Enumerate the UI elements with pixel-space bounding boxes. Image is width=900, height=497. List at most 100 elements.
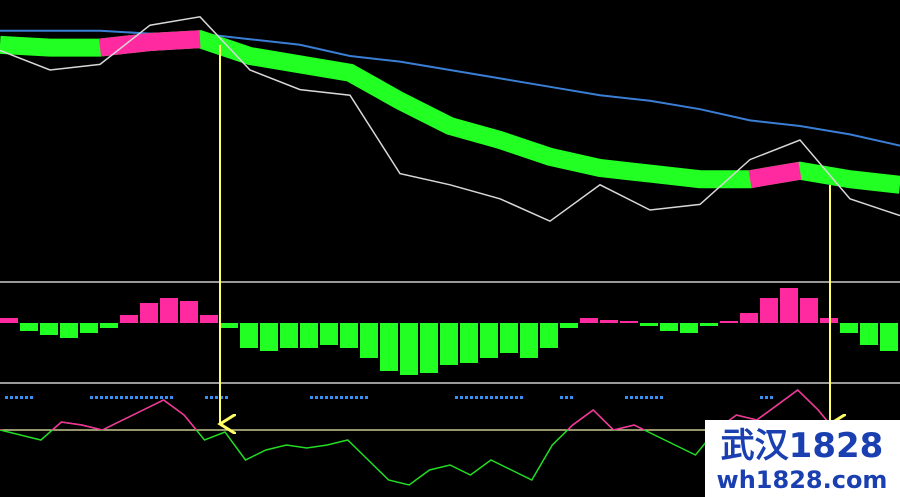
signal-dot (95, 396, 98, 399)
signal-dot (170, 396, 173, 399)
signal-dot (630, 396, 633, 399)
signal-dot (335, 396, 338, 399)
signal-dot (480, 396, 483, 399)
histogram-bar (700, 323, 718, 326)
histogram-bar (180, 301, 198, 323)
histogram-bar (760, 298, 778, 323)
histogram-bar (840, 323, 858, 333)
signal-dot (350, 396, 353, 399)
signal-dot (650, 396, 653, 399)
signal-dot (340, 396, 343, 399)
signal-dot (660, 396, 663, 399)
signal-dot (760, 396, 763, 399)
signal-dot (645, 396, 648, 399)
histogram-bar (160, 298, 178, 323)
histogram-bar (440, 323, 458, 365)
signal-dot (500, 396, 503, 399)
histogram-bar (280, 323, 298, 348)
oscillator-line-above (0, 389, 836, 430)
signal-dot (565, 396, 568, 399)
signal-dot (470, 396, 473, 399)
signal-dot (315, 396, 318, 399)
signal-dot (770, 396, 773, 399)
signal-dot (25, 396, 28, 399)
signal-dot (640, 396, 643, 399)
histogram-bar (140, 303, 158, 323)
signal-dot (655, 396, 658, 399)
series-line (0, 30, 900, 194)
plot (0, 15, 900, 486)
histogram-bar (880, 323, 898, 351)
histogram-bar (200, 315, 218, 323)
signal-dot (325, 396, 328, 399)
signal-dot (135, 396, 138, 399)
histogram-bar (400, 323, 418, 375)
histogram-bar (520, 323, 538, 358)
histogram-bar (460, 323, 478, 363)
histogram-bar (720, 321, 738, 323)
signal-dot (345, 396, 348, 399)
signal-dot (20, 396, 23, 399)
signal-dot (125, 396, 128, 399)
signal-dot (505, 396, 508, 399)
signal-dot (330, 396, 333, 399)
signal-dot (160, 396, 163, 399)
signal-dot (320, 396, 323, 399)
signal-dot (485, 396, 488, 399)
signal-dot (490, 396, 493, 399)
histogram-bar (780, 288, 798, 323)
histogram-bar (0, 318, 18, 323)
series-line (98, 30, 802, 189)
histogram-bar (60, 323, 78, 338)
watermark-url: wh1828.com (717, 466, 888, 494)
histogram-bar (120, 315, 138, 323)
histogram-bar (560, 323, 578, 328)
signal-dot (460, 396, 463, 399)
signal-dot (475, 396, 478, 399)
histogram-bar (260, 323, 278, 351)
signal-dot (510, 396, 513, 399)
signal-dot (465, 396, 468, 399)
signal-dot (120, 396, 123, 399)
signal-dot (140, 396, 143, 399)
histogram-bar (300, 323, 318, 348)
histogram-bar (320, 323, 338, 345)
signal-dot (130, 396, 133, 399)
signal-dot (215, 396, 218, 399)
histogram-bar (380, 323, 398, 371)
signal-dot (10, 396, 13, 399)
signal-dot (155, 396, 158, 399)
histogram-bar (420, 323, 438, 373)
signal-dots (5, 396, 773, 399)
histogram-bar (680, 323, 698, 333)
histogram-bar (540, 323, 558, 348)
signal-dot (225, 396, 228, 399)
signal-dot (765, 396, 768, 399)
histogram-bar (340, 323, 358, 348)
watermark-box (705, 420, 900, 497)
histogram-bar (40, 323, 58, 335)
signal-dot (100, 396, 103, 399)
signal-dot (15, 396, 18, 399)
signal-dot (360, 396, 363, 399)
histogram-bar (360, 323, 378, 358)
signal-dot (520, 396, 523, 399)
signal-dot (105, 396, 108, 399)
signal-dot (495, 396, 498, 399)
signal-dot (205, 396, 208, 399)
histogram-bar (480, 323, 498, 358)
signal-dot (90, 396, 93, 399)
signal-dot (220, 396, 223, 399)
signal-dot (310, 396, 313, 399)
signal-dot (455, 396, 458, 399)
signal-dot (355, 396, 358, 399)
signal-dot (165, 396, 168, 399)
histogram-bar (220, 323, 238, 328)
histogram-bar (860, 323, 878, 345)
signal-dot (365, 396, 368, 399)
histogram-bar (500, 323, 518, 353)
signal-dot (110, 396, 113, 399)
histogram-bar (640, 323, 658, 326)
